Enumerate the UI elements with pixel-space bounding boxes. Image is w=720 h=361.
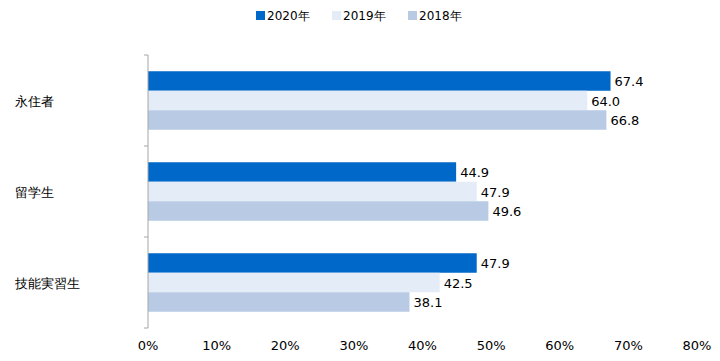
data-label: 47.9 [481, 185, 510, 200]
bar [148, 71, 611, 91]
legend-swatch [256, 11, 265, 20]
data-label: 42.5 [444, 276, 473, 291]
category-separator [144, 55, 148, 56]
bars [148, 71, 611, 312]
category-separator [144, 237, 148, 238]
legend-swatch [332, 11, 341, 20]
x-tick-label: 50% [477, 338, 506, 353]
bar [148, 182, 477, 202]
x-tick-label: 0% [138, 338, 159, 353]
data-label: 47.9 [481, 256, 510, 271]
bar [148, 253, 477, 273]
data-label: 44.9 [460, 165, 489, 180]
legend-swatch [408, 11, 417, 20]
x-tick-label: 20% [271, 338, 300, 353]
bar [148, 162, 456, 182]
data-label: 49.6 [492, 204, 521, 219]
data-label: 38.1 [413, 295, 442, 310]
x-tick-label: 30% [339, 338, 368, 353]
category-label: 技能実習生 [14, 276, 80, 291]
category-separator [144, 328, 148, 329]
data-label: 67.4 [615, 74, 644, 89]
data-label: 66.8 [610, 113, 639, 128]
bar [148, 91, 587, 111]
x-tick-label: 10% [202, 338, 231, 353]
category-separator [144, 146, 148, 147]
data-labels: 67.4 64.0 66.8 44.9 47.9 49.6 47.9 42.538.1 [413, 74, 643, 310]
chart-svg: 67.4 64.0 66.8 44.9 47.9 49.6 47.9 42.538.1 永住者留… [0, 0, 720, 361]
bar [148, 201, 488, 221]
x-tick-label: 70% [614, 338, 643, 353]
x-tick-label: 60% [545, 338, 574, 353]
x-tick-label: 80% [683, 338, 712, 353]
legend: 2020年 2019年 2018年 [256, 9, 462, 23]
legend-label: 2019年 [343, 9, 386, 23]
data-label: 64.0 [591, 94, 620, 109]
bar [148, 110, 606, 130]
bar [148, 273, 440, 293]
x-tick-label: 40% [408, 338, 437, 353]
chart-container: 67.4 64.0 66.8 44.9 47.9 49.6 47.9 42.538.1 永住者留… [0, 0, 720, 361]
legend-label: 2020年 [267, 9, 310, 23]
legend-label: 2018年 [419, 9, 462, 23]
bar [148, 292, 409, 312]
y-axis-line [148, 55, 149, 328]
category-label: 永住者 [15, 94, 54, 109]
category-label: 留学生 [15, 185, 54, 200]
